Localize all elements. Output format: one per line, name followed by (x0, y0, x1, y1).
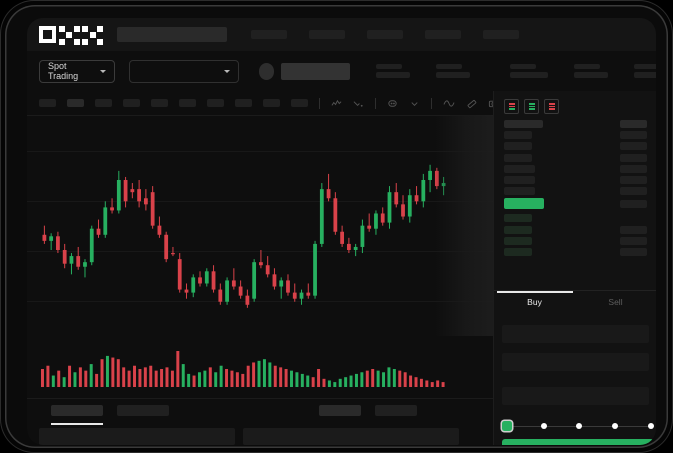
interval-1d[interactable] (207, 99, 224, 107)
chevron-down-icon (223, 69, 230, 73)
orderbook-bid-row[interactable] (504, 247, 647, 256)
interval-4h[interactable] (179, 99, 196, 107)
nav-item-1[interactable] (251, 30, 287, 39)
indicator-icon[interactable] (387, 98, 398, 109)
chart-gridline (27, 301, 493, 302)
interval-more[interactable] (291, 99, 308, 107)
ruler-icon[interactable] (466, 98, 477, 109)
toolbar-divider (375, 97, 376, 109)
chevron-down-icon (99, 69, 106, 73)
interval-1w[interactable] (235, 99, 252, 107)
toolbar-divider (431, 97, 432, 109)
volume-histogram (27, 343, 493, 393)
active-tab-underline (51, 423, 103, 425)
orderbook-mode-bids-icon[interactable] (524, 99, 539, 114)
order-amount-slider[interactable] (502, 421, 654, 431)
toolbar-divider (319, 97, 320, 109)
orderbook-view-modes (494, 91, 656, 120)
orderbook-header (504, 120, 647, 128)
bottom-action-0[interactable] (319, 405, 361, 416)
trading-mode-selector[interactable]: Spot Trading (39, 59, 115, 83)
orderbook-ask-row[interactable] (504, 187, 647, 196)
market-stat-3 (510, 64, 548, 78)
device-bezel: Spot Trading (5, 5, 668, 448)
trading-pair-selector[interactable] (128, 59, 239, 83)
submit-buy-button[interactable] (502, 439, 654, 445)
order-form-tabs: Buy Sell (494, 290, 656, 315)
orderbook-ask-row[interactable] (504, 175, 647, 184)
app-screen: Spot Trading (27, 18, 656, 445)
candlestick-chart[interactable] (27, 115, 493, 336)
okx-logo[interactable] (39, 25, 103, 45)
active-order-tab-underline (497, 291, 573, 293)
orders-panel-tabs (27, 398, 493, 427)
market-stat-1 (376, 64, 410, 78)
depth-overlay-shade (435, 115, 493, 336)
interval-30m[interactable] (123, 99, 140, 107)
slider-step-100[interactable] (648, 422, 654, 429)
bottom-action-1[interactable] (375, 405, 417, 416)
orderbook-mode-both-icon[interactable] (504, 99, 519, 114)
order-price-field[interactable] (502, 325, 649, 343)
logo-letter-k (58, 25, 80, 45)
nav-item-3[interactable] (367, 30, 403, 39)
market-stat-5 (634, 64, 656, 78)
orderbook-bid-row[interactable] (504, 236, 647, 245)
interval-1h[interactable] (151, 99, 168, 107)
interval-1M[interactable] (263, 99, 280, 107)
bottom-skeleton-strip (27, 428, 505, 445)
orderbook-last-price (504, 198, 647, 210)
tab-buy[interactable]: Buy (527, 297, 542, 307)
nav-item-4[interactable] (425, 30, 461, 39)
orderbook-bid-row[interactable] (504, 225, 647, 234)
orderbook-ask-row[interactable] (504, 153, 647, 162)
orderbook-ask-row[interactable] (504, 142, 647, 151)
chart-gridline (27, 151, 493, 152)
coin-avatar (258, 62, 275, 80)
last-price-value (281, 62, 350, 80)
order-total-field[interactable] (502, 387, 649, 405)
top-navigation-bar (27, 18, 656, 51)
trend-line-icon[interactable] (353, 98, 364, 109)
chart-gridline (27, 251, 493, 252)
wave-icon[interactable] (443, 98, 455, 109)
logo-letter-x (82, 25, 103, 45)
orderbook-rows (494, 120, 656, 256)
slider-handle[interactable] (502, 421, 512, 431)
logo-letter-o (39, 26, 56, 43)
orderbook-and-trade-panel: Buy Sell (493, 91, 656, 445)
trading-mode-label: Spot Trading (48, 61, 79, 81)
orderbook-bid-row[interactable] (504, 214, 647, 223)
nav-search-field[interactable] (117, 27, 227, 42)
interval-5m[interactable] (67, 99, 84, 107)
bottom-tab-1[interactable] (117, 405, 169, 416)
interval-15m[interactable] (95, 99, 112, 107)
nav-item-5[interactable] (483, 30, 519, 39)
orderbook-mode-asks-icon[interactable] (544, 99, 559, 114)
interval-1m[interactable] (39, 99, 56, 107)
orderbook-ask-row[interactable] (504, 164, 647, 173)
tab-sell[interactable]: Sell (608, 297, 623, 307)
bottom-panel-1[interactable] (243, 428, 459, 445)
candle-series (42, 164, 446, 308)
slider-step-50[interactable] (576, 422, 582, 429)
chevron-down-icon[interactable] (409, 98, 420, 109)
market-subheader: Spot Trading (27, 51, 656, 91)
market-stat-4 (574, 64, 608, 78)
market-stat-2 (436, 64, 470, 78)
volume-bars (41, 351, 445, 387)
slider-step-25[interactable] (541, 422, 547, 429)
orderbook-ask-row[interactable] (504, 131, 647, 140)
slider-step-75[interactable] (612, 422, 618, 429)
nav-item-2[interactable] (309, 30, 345, 39)
line-chart-icon[interactable] (331, 98, 342, 109)
bottom-tab-0[interactable] (51, 405, 103, 416)
order-amount-field[interactable] (502, 353, 649, 371)
bottom-panel-0[interactable] (39, 428, 235, 445)
chart-gridline (27, 201, 493, 202)
